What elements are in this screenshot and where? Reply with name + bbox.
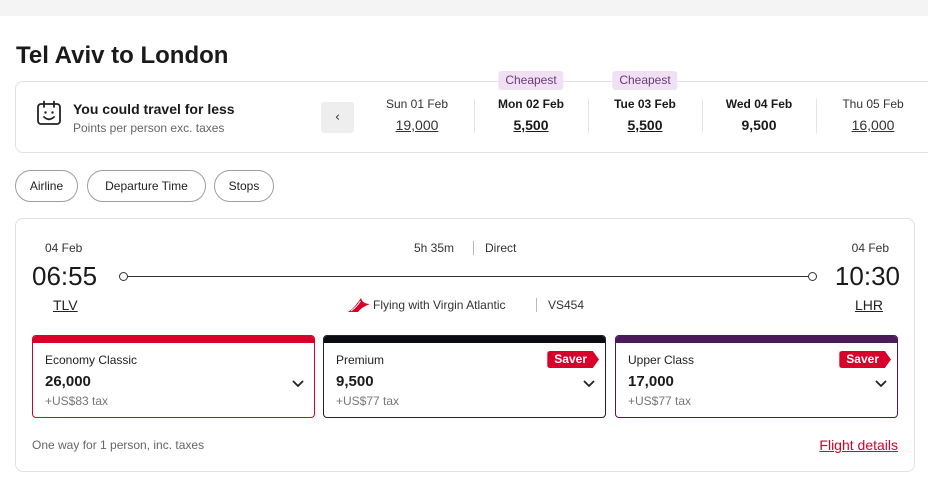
cabin-color-strip xyxy=(324,336,605,343)
filter-airline-button[interactable]: Airline xyxy=(15,170,78,202)
operator-name: Flying with Virgin Atlantic xyxy=(373,298,506,312)
cabin-upper-class-option[interactable]: Upper Class Saver 17,000 +US$77 tax xyxy=(615,335,898,418)
fare-subtext: Points per person exc. taxes xyxy=(73,121,225,135)
saver-badge: Saver xyxy=(547,351,599,368)
top-bar xyxy=(0,0,928,16)
flight-details-link[interactable]: Flight details xyxy=(819,437,898,453)
cabin-points: 17,000 xyxy=(628,373,674,390)
cabin-name: Premium xyxy=(336,353,385,367)
date-points[interactable]: 5,500 xyxy=(513,117,549,133)
flight-card: 04 Feb 04 Feb 06:55 10:30 TLV LHR 5h 35m… xyxy=(15,218,915,472)
date-label: Sun 01 Feb xyxy=(385,97,449,111)
cabin-color-strip xyxy=(33,336,314,343)
cabin-economy-classic-option[interactable]: Economy Classic 26,000 +US$83 tax xyxy=(32,335,315,418)
cheapest-badge: Cheapest xyxy=(612,71,678,90)
cabin-premium-option[interactable]: Premium Saver 9,500 +US$77 tax xyxy=(323,335,606,418)
route-end-dot xyxy=(808,272,817,281)
date-divider xyxy=(702,99,703,133)
stops-info: Direct xyxy=(485,241,517,255)
arrival-airport-link[interactable]: LHR xyxy=(854,297,883,313)
date-divider xyxy=(588,99,589,133)
date-label: Tue 03 Feb xyxy=(614,97,676,111)
fare-calendar-bar: You could travel for less Points per per… xyxy=(15,71,928,153)
date-divider xyxy=(474,99,475,133)
departure-time: 06:55 xyxy=(32,261,98,291)
cabin-tax: +US$77 tax xyxy=(336,394,400,408)
saver-badge: Saver xyxy=(839,351,891,368)
date-option[interactable]: Cheapest Mon 02 Feb 5,500 xyxy=(474,71,588,152)
cabin-color-strip xyxy=(616,336,897,343)
arrival-time: 10:30 xyxy=(834,261,900,291)
filter-stops-button[interactable]: Stops xyxy=(214,170,274,202)
route-line xyxy=(123,276,817,277)
cabin-points: 26,000 xyxy=(45,373,91,390)
cabin-points: 9,500 xyxy=(336,373,374,390)
page-title: Tel Aviv to London xyxy=(16,42,229,69)
chevron-down-icon xyxy=(875,380,887,387)
date-points[interactable]: 5,500 xyxy=(627,117,663,133)
separator xyxy=(536,298,537,312)
cabin-tax: +US$83 tax xyxy=(45,394,109,408)
fare-headline: You could travel for less xyxy=(73,101,235,117)
cheapest-badge: Cheapest xyxy=(498,71,564,90)
arrival-date: 04 Feb xyxy=(851,241,889,255)
date-points: 9,500 xyxy=(741,117,777,133)
date-label: Mon 02 Feb xyxy=(497,97,564,111)
departure-airport-link[interactable]: TLV xyxy=(53,297,78,313)
date-option[interactable]: Sun 01 Feb 19,000 xyxy=(360,82,474,152)
cabin-tax: +US$77 tax xyxy=(628,394,692,408)
filter-departure-time-button[interactable]: Departure Time xyxy=(87,170,206,202)
separator xyxy=(473,241,474,255)
fare-footnote: One way for 1 person, inc. taxes xyxy=(32,438,205,452)
chevron-down-icon xyxy=(583,380,595,387)
cabin-name: Economy Classic xyxy=(45,353,138,367)
date-option[interactable]: Cheapest Tue 03 Feb 5,500 xyxy=(588,71,702,152)
date-label: Thu 05 Feb xyxy=(842,97,904,111)
previous-dates-button[interactable]: ‹ xyxy=(321,102,354,133)
chevron-down-icon xyxy=(292,380,304,387)
date-points[interactable]: 16,000 xyxy=(851,117,895,133)
flight-number: VS454 xyxy=(548,298,585,312)
cabin-name: Upper Class xyxy=(628,353,695,367)
date-points[interactable]: 19,000 xyxy=(395,117,439,133)
date-option-selected[interactable]: Wed 04 Feb 9,500 xyxy=(702,82,816,152)
calendar-smile-icon xyxy=(37,100,61,125)
departure-date: 04 Feb xyxy=(45,241,83,255)
virgin-atlantic-logo-icon xyxy=(348,298,370,312)
flight-duration: 5h 35m xyxy=(414,241,455,255)
date-divider xyxy=(816,99,817,133)
route-start-dot xyxy=(119,272,128,281)
date-label: Wed 04 Feb xyxy=(725,97,793,111)
date-option[interactable]: Thu 05 Feb 16,000 xyxy=(816,82,928,152)
